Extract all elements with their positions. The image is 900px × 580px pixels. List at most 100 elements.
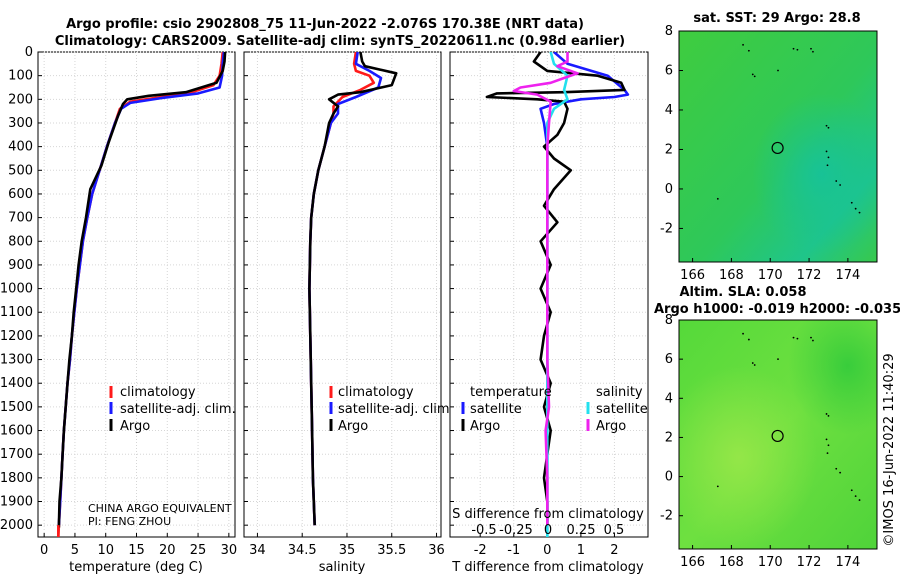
- island-dot: [854, 495, 857, 498]
- island-dot: [751, 362, 754, 364]
- s-tick-label: 0.25: [567, 523, 596, 538]
- x-tick-label: -1: [507, 543, 520, 558]
- temperature-axes-frame: [37, 51, 236, 538]
- island-dot: [858, 499, 861, 501]
- island-dot: [777, 358, 779, 361]
- depth-tick-label: 1000: [0, 282, 33, 297]
- x-tick-label: 15: [128, 543, 145, 558]
- t-difference-tick-labels: -2 -1 0 1 2: [474, 543, 619, 558]
- sla-map-panel: Altim. SLA: 0.058 Argo h1000: -0.019 h20…: [654, 285, 900, 570]
- depth-tick-label: 600: [8, 187, 33, 202]
- island-dot: [810, 336, 812, 339]
- island-dot: [827, 126, 830, 129]
- sal-legend-argo-label: Argo: [338, 419, 368, 434]
- island-dot: [751, 73, 754, 76]
- temperature-panel: 0100200300400500600700800900100011001200…: [0, 45, 237, 575]
- difference-panel: -2 -1 0 1 2 T difference from climatology S …: [449, 51, 649, 575]
- x-tick-label: -2: [474, 543, 487, 558]
- sla-map-title-line2: Argo h1000: -0.019 h2000: -0.035: [654, 302, 900, 317]
- figure-title-line1: Argo profile: csio 2902808_75 11-Jun-202…: [66, 17, 584, 32]
- sst-warm-pool: [679, 31, 877, 262]
- program-annotation: CHINA ARGO EQUIVALENT: [88, 502, 232, 515]
- argo-float-marker: [771, 429, 784, 443]
- depth-tick-label: 900: [8, 258, 33, 273]
- sla-island-outlines: [716, 332, 861, 501]
- map-y-tick-label: 6: [665, 352, 673, 367]
- x-tick-label: 34.5: [288, 543, 317, 558]
- sla-map-frame: [678, 319, 878, 550]
- island-dot: [826, 452, 829, 454]
- sst-map-ticks: 166 168 170 172 174 -2 0 2 4 6 8: [660, 24, 860, 283]
- island-dot: [812, 50, 814, 53]
- island-dot: [777, 69, 779, 72]
- legend-t-argo-label: Argo: [470, 419, 500, 434]
- legend-argo-label: Argo: [120, 419, 150, 434]
- island-dot: [742, 332, 744, 335]
- island-dot: [858, 211, 861, 214]
- map-x-tick-label: 170: [758, 555, 783, 570]
- island-dot: [753, 75, 756, 78]
- depth-tick-label: 800: [8, 234, 33, 249]
- x-tick-label: 2: [610, 543, 618, 558]
- island-dot: [835, 180, 838, 182]
- s-tick-label: -0.25: [499, 523, 533, 538]
- x-tick-label: 30: [221, 543, 238, 558]
- island-dot: [792, 336, 795, 339]
- map-y-tick-label: -2: [660, 221, 673, 236]
- legend-s-argo-label: Argo: [596, 419, 626, 434]
- map-x-tick-label: 168: [719, 555, 744, 570]
- island-dot: [826, 164, 829, 167]
- depth-tick-label: 100: [8, 69, 33, 84]
- legend-climatology-label: climatology: [120, 385, 196, 400]
- figure-title-line2: Climatology: CARS2009. Satellite-adj cli…: [55, 34, 625, 49]
- island-dot: [825, 124, 828, 127]
- island-dot: [747, 338, 750, 341]
- salinity-tick-labels: 34 34.5 35 35.5 36: [249, 543, 445, 558]
- map-y-tick-label: 0: [665, 182, 673, 197]
- legend-s-satellite-label: satellite: [596, 402, 648, 417]
- salinity-grid: [244, 51, 441, 537]
- salinity-legend: climatology satellite-adj. clim. Argo: [329, 385, 454, 434]
- island-dot: [792, 47, 795, 50]
- map-x-tick-label: 172: [797, 268, 822, 283]
- salinity-axes-frame: [243, 51, 442, 538]
- temperature-legend: climatology satellite-adj. clim. Argo: [109, 385, 236, 434]
- island-dot: [850, 489, 853, 492]
- depth-tick-label: 300: [8, 116, 33, 131]
- map-y-tick-label: 6: [665, 63, 673, 78]
- depth-tick-label: 1200: [0, 329, 33, 344]
- island-dot: [716, 197, 719, 200]
- island-dot: [825, 438, 828, 441]
- island-dot: [835, 467, 838, 470]
- s-tick-label: 0.5: [604, 523, 625, 538]
- depth-tick-label: 400: [8, 140, 33, 155]
- island-dot: [839, 184, 842, 186]
- sla-map-title-line1: Altim. SLA: 0.058: [680, 285, 807, 300]
- depth-tick-label: 2000: [0, 518, 33, 533]
- island-dot: [716, 485, 719, 488]
- depth-tick-label: 1300: [0, 353, 33, 368]
- map-y-tick-label: 8: [665, 313, 673, 328]
- depth-tick-label: 200: [8, 92, 33, 107]
- x-tick-label: 34: [249, 543, 266, 558]
- depth-tick-label: 700: [8, 211, 33, 226]
- island-dot: [825, 150, 828, 153]
- island-dot: [827, 156, 830, 159]
- x-tick-label: 20: [159, 543, 176, 558]
- imos-credit: ©IMOS 16-Jun-2022 11:40:29: [882, 353, 897, 546]
- map-x-tick-label: 174: [835, 268, 860, 283]
- map-x-tick-label: 166: [680, 555, 705, 570]
- sst-map-frame: [678, 30, 878, 263]
- map-y-tick-label: 4: [665, 103, 673, 118]
- depth-tick-label: 1600: [0, 424, 33, 439]
- sal-legend-climatology-label: climatology: [338, 385, 414, 400]
- legend-satellite-label: satellite-adj. clim.: [120, 402, 236, 417]
- map-y-tick-label: 4: [665, 391, 673, 406]
- map-x-tick-label: 166: [680, 268, 705, 283]
- salinity-x-label: salinity: [319, 560, 366, 575]
- sst-map-panel: sat. SST: 29 Argo: 28.8 166 168 170 172 174 -…: [660, 11, 878, 283]
- sst-map-title: sat. SST: 29 Argo: 28.8: [693, 11, 860, 26]
- map-x-tick-label: 168: [719, 268, 744, 283]
